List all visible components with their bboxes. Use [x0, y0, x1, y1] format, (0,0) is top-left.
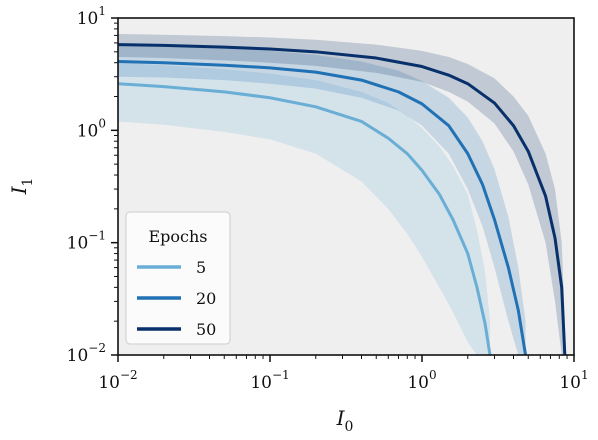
- y-tick-label: 101: [77, 4, 106, 29]
- line-epochs-20: [117, 60, 528, 356]
- line-epochs-50: [117, 43, 567, 356]
- x-tick-label: 10−1: [250, 368, 289, 393]
- legend-label-20: 20: [196, 289, 216, 308]
- band-epochs-5: [118, 62, 490, 355]
- legend-box: [125, 211, 231, 345]
- y-tick-label: 10−1: [67, 229, 106, 254]
- x-axis-label: I0: [336, 406, 354, 435]
- y-tick-label: 100: [77, 116, 106, 141]
- legend-label-50: 50: [196, 320, 216, 339]
- line-epochs-5: [117, 82, 492, 356]
- x-tick-label: 100: [407, 368, 436, 393]
- plot-frame: [117, 17, 575, 356]
- x-tick-label: 101: [559, 368, 588, 393]
- band-epochs-20: [118, 44, 526, 355]
- x-tick-label: 10−2: [98, 368, 137, 393]
- y-tick-label: 10−2: [67, 341, 106, 366]
- legend-label-5: 5: [196, 258, 206, 277]
- legend: Epochs 5 20 50: [125, 211, 231, 345]
- legend-title: Epochs: [148, 227, 207, 246]
- y-axis-label: I1: [7, 178, 36, 196]
